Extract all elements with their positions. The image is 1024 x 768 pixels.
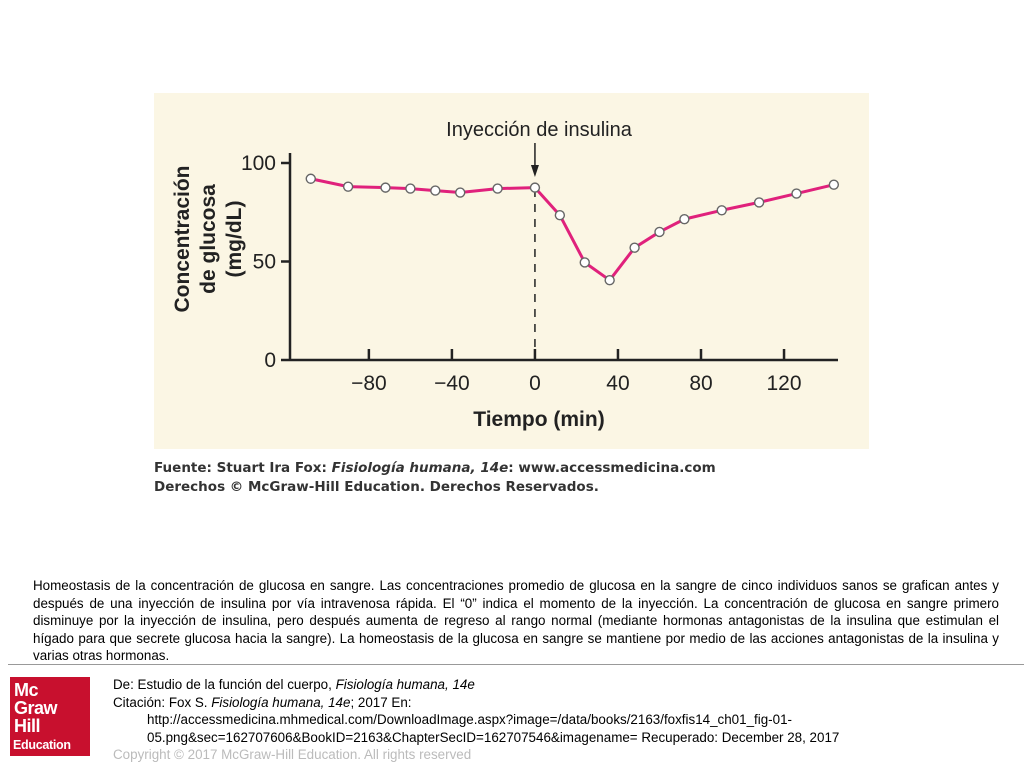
data-point [629, 242, 640, 253]
x-tick-label: 0 [529, 372, 541, 395]
insulin-annotation: Inyección de insulina [446, 119, 633, 141]
data-point [455, 187, 466, 198]
source-book-title: Fisiología humana, 14e [331, 460, 509, 476]
data-point [342, 181, 354, 192]
citation-prefix: Citación: Fox S. [113, 694, 212, 710]
figure-caption: Homeostasis de la concentración de gluco… [33, 578, 999, 664]
source-suffix: : www.accessmedicina.com [508, 460, 716, 476]
glucose-series-line [310, 177, 835, 282]
data-point [716, 205, 727, 216]
plot-area: 0 50 100 −80 −40 0 40 80 120 [241, 143, 840, 395]
mcgraw-hill-logo: Mc Graw Hill Education [10, 677, 90, 756]
copyright-notice: Copyright © 2017 McGraw-Hill Education. … [113, 747, 472, 762]
y-axis-title: Concentración de glucosa (mg/dL) [171, 165, 246, 312]
data-point [430, 185, 441, 196]
y-tick-label: 50 [253, 251, 276, 274]
y-axis-title-line1: Concentración [171, 165, 194, 312]
credit-from: De: Estudio de la función del cuerpo, Fi… [113, 676, 1013, 694]
citation-suffix: ; 2017 En: [350, 694, 412, 710]
logo-line-1: Mc [14, 680, 39, 700]
credits: De: Estudio de la función del cuerpo, Fi… [113, 676, 1013, 764]
data-point [828, 179, 840, 190]
x-tick-label: −40 [434, 372, 470, 395]
logo-line-3: Hill [14, 716, 41, 736]
citation-url-line-2: 05.png&sec=162707606&BookID=2163&Chapter… [147, 729, 840, 745]
y-axis-title-line3: (mg/dL) [223, 201, 246, 278]
logo-line-4: Education [13, 738, 71, 752]
credit-from-text: De: Estudio de la función del cuerpo, [113, 677, 336, 692]
y-axis-title-line2: de glucosa [197, 184, 220, 294]
data-point [492, 183, 503, 194]
citation-url-line-1[interactable]: http://accessmedicina.mhmedical.com/Down… [147, 712, 792, 727]
x-tick-label: 40 [606, 372, 629, 395]
data-point [753, 197, 765, 208]
figure-panel: Inyección de insulina Concentración de g… [154, 93, 869, 449]
source-prefix: Fuente: Stuart Ira Fox: [154, 460, 332, 476]
citation-book: Fisiología humana, 14e [211, 694, 351, 710]
y-tick-label: 100 [241, 152, 276, 175]
y-tick-label: 0 [264, 349, 276, 372]
data-point [579, 257, 590, 268]
data-point [554, 210, 566, 221]
x-axis-title: Tiempo (min) [473, 408, 604, 431]
logo-line-2: Graw [14, 698, 58, 718]
data-point [529, 182, 541, 193]
glucose-chart: Inyección de insulina Concentración de g… [171, 119, 840, 431]
credit-citation: Citación: Fox S. Fisiología humana, 14e;… [113, 694, 1013, 712]
data-point [305, 173, 316, 184]
credit-from-book: Fisiología humana, 14e [335, 677, 475, 692]
source-line-1: Fuente: Stuart Ira Fox: Fisiología human… [154, 459, 869, 478]
x-tick-label: −80 [351, 372, 387, 395]
source-line-2: Derechos © McGraw-Hill Education. Derech… [154, 479, 599, 495]
data-point [380, 182, 391, 193]
data-point [791, 188, 802, 199]
data-point [679, 213, 690, 225]
data-point [604, 275, 615, 286]
figure-source: Fuente: Stuart Ira Fox: Fisiología human… [154, 459, 869, 497]
injection-arrow-head [530, 165, 539, 177]
divider [8, 664, 1024, 665]
x-tick-label: 80 [689, 372, 712, 395]
x-tick-label: 120 [767, 372, 802, 395]
data-point [654, 226, 665, 238]
data-point [405, 183, 416, 194]
